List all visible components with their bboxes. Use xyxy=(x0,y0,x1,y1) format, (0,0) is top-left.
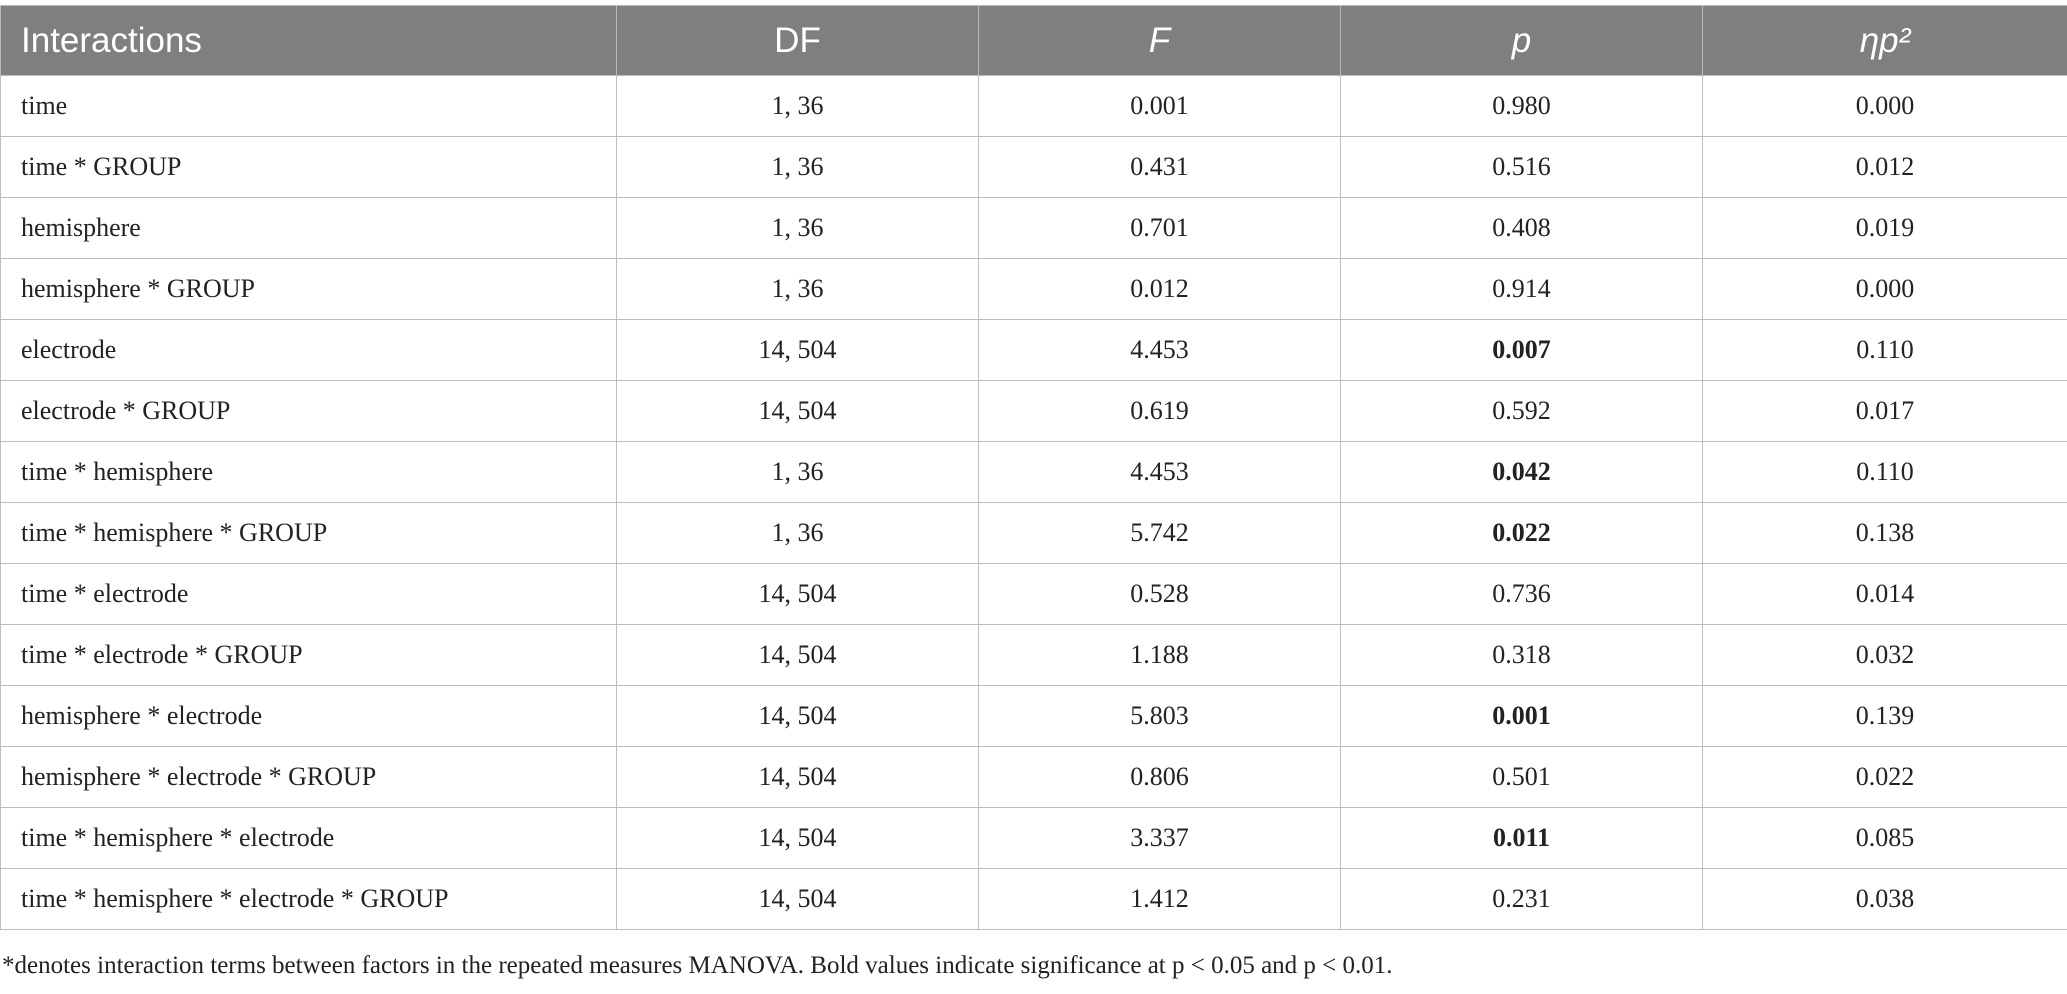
table-cell: 0.619 xyxy=(978,380,1341,442)
table-cell: 0.042 xyxy=(1340,441,1703,503)
table-row: time * hemisphere * electrode * GROUP 14,… xyxy=(0,868,2067,930)
table-cell: 0.110 xyxy=(1702,441,2067,503)
row-label: time * hemisphere * electrode xyxy=(0,807,617,869)
row-label: time * hemisphere xyxy=(0,441,617,503)
row-label: time * GROUP xyxy=(0,136,617,198)
table-cell: 0.001 xyxy=(1340,685,1703,747)
table-cell: 1, 36 xyxy=(616,75,979,137)
table-cell: 0.431 xyxy=(978,136,1341,198)
table-cell: 0.806 xyxy=(978,746,1341,808)
table-row: electrode * GROUP 14, 504 0.619 0.592 0.017 xyxy=(0,380,2067,442)
table-cell: 1, 36 xyxy=(616,502,979,564)
table-cell: 1, 36 xyxy=(616,197,979,259)
table-cell: 0.001 xyxy=(978,75,1341,137)
table-cell: 0.000 xyxy=(1702,258,2067,320)
row-label: electrode * GROUP xyxy=(0,380,617,442)
table-cell: 1.188 xyxy=(978,624,1341,686)
table-cell: 0.014 xyxy=(1702,563,2067,625)
table-cell: 0.501 xyxy=(1340,746,1703,808)
table-cell: 0.085 xyxy=(1702,807,2067,869)
table-cell: 0.012 xyxy=(978,258,1341,320)
table-row: hemisphere * electrode 14, 504 5.803 0.001 0… xyxy=(0,685,2067,747)
table-cell: 0.017 xyxy=(1702,380,2067,442)
table-row: hemisphere * electrode * GROUP 14, 504 0.8… xyxy=(0,746,2067,808)
table-cell: 0.022 xyxy=(1340,502,1703,564)
table-row: electrode 14, 504 4.453 0.007 0.110 xyxy=(0,319,2067,381)
table-cell: 0.007 xyxy=(1340,319,1703,381)
table-cell: 14, 504 xyxy=(616,624,979,686)
table-cell: 0.528 xyxy=(978,563,1341,625)
row-label: hemisphere * GROUP xyxy=(0,258,617,320)
table-cell: 0.592 xyxy=(1340,380,1703,442)
table-row: time * electrode 14, 504 0.528 0.736 0.014 xyxy=(0,563,2067,625)
column-header: DF xyxy=(616,5,979,76)
table-cell: 14, 504 xyxy=(616,868,979,930)
table-cell: 14, 504 xyxy=(616,685,979,747)
row-label: time * hemisphere * GROUP xyxy=(0,502,617,564)
table-cell: 14, 504 xyxy=(616,319,979,381)
row-label: time * electrode * GROUP xyxy=(0,624,617,686)
table-cell: 4.453 xyxy=(978,441,1341,503)
table-cell: 0.701 xyxy=(978,197,1341,259)
table-row: time * GROUP 1, 36 0.431 0.516 0.012 xyxy=(0,136,2067,198)
table-row: time * hemisphere 1, 36 4.453 0.042 0.110 xyxy=(0,441,2067,503)
table-cell: 0.980 xyxy=(1340,75,1703,137)
footnote: *denotes interaction terms between facto… xyxy=(2,952,1393,979)
table-cell: 0.736 xyxy=(1340,563,1703,625)
table-cell: 0.019 xyxy=(1702,197,2067,259)
table-row: hemisphere 1, 36 0.701 0.408 0.019 xyxy=(0,197,2067,259)
table-cell: 1.412 xyxy=(978,868,1341,930)
table-row: hemisphere * GROUP 1, 36 0.012 0.914 0.000 xyxy=(0,258,2067,320)
column-header: ηp² xyxy=(1702,5,2067,76)
table-cell: 0.022 xyxy=(1702,746,2067,808)
table-row: time * electrode * GROUP 14, 504 1.188 0.31… xyxy=(0,624,2067,686)
table-cell: 0.000 xyxy=(1702,75,2067,137)
row-label: time xyxy=(0,75,617,137)
table-cell: 0.138 xyxy=(1702,502,2067,564)
row-label: hemisphere * electrode xyxy=(0,685,617,747)
table-cell: 4.453 xyxy=(978,319,1341,381)
table-cell: 3.337 xyxy=(978,807,1341,869)
table-row: time 1, 36 0.001 0.980 0.000 xyxy=(0,75,2067,137)
table-cell: 0.318 xyxy=(1340,624,1703,686)
row-label: time * electrode xyxy=(0,563,617,625)
table-cell: 0.139 xyxy=(1702,685,2067,747)
row-label: electrode xyxy=(0,319,617,381)
table-cell: 5.803 xyxy=(978,685,1341,747)
row-label: hemisphere * electrode * GROUP xyxy=(0,746,617,808)
column-header: Interactions xyxy=(0,5,617,76)
table-cell: 0.110 xyxy=(1702,319,2067,381)
table-cell: 0.032 xyxy=(1702,624,2067,686)
table-row: time * hemisphere * GROUP 1, 36 5.742 0.022… xyxy=(0,502,2067,564)
table-row: time * hemisphere * electrode 14, 504 3.33… xyxy=(0,807,2067,869)
table-cell: 1, 36 xyxy=(616,136,979,198)
table-cell: 0.408 xyxy=(1340,197,1703,259)
table-cell: 14, 504 xyxy=(616,807,979,869)
table-cell: 0.516 xyxy=(1340,136,1703,198)
column-header: F xyxy=(978,5,1341,76)
table-cell: 14, 504 xyxy=(616,746,979,808)
table-cell: 5.742 xyxy=(978,502,1341,564)
row-label: hemisphere xyxy=(0,197,617,259)
table-cell: 0.231 xyxy=(1340,868,1703,930)
table-cell: 0.012 xyxy=(1702,136,2067,198)
table-cell: 1, 36 xyxy=(616,258,979,320)
table-cell: 14, 504 xyxy=(616,380,979,442)
table-body: time 1, 36 0.001 0.980 0.000 time * GROUP 1, 3… xyxy=(0,75,2067,930)
table-cell: 0.914 xyxy=(1340,258,1703,320)
table-cell: 0.038 xyxy=(1702,868,2067,930)
table-cell: 14, 504 xyxy=(616,563,979,625)
row-label: time * hemisphere * electrode * GROUP xyxy=(0,868,617,930)
table-cell: 1, 36 xyxy=(616,441,979,503)
column-header: p xyxy=(1340,5,1703,76)
table-cell: 0.011 xyxy=(1340,807,1703,869)
